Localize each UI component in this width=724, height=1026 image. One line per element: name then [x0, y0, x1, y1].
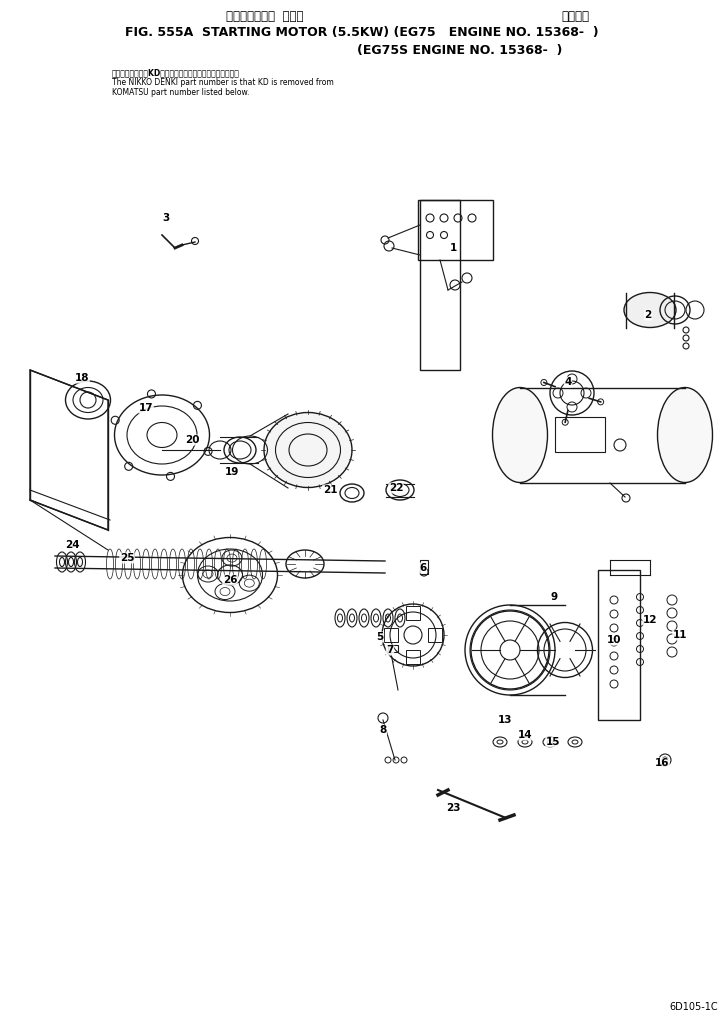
- Text: 14: 14: [518, 731, 532, 740]
- Text: 26: 26: [223, 575, 237, 585]
- Text: 1: 1: [450, 243, 457, 253]
- Text: 17: 17: [139, 403, 153, 413]
- Text: 24: 24: [64, 540, 80, 550]
- Text: 22: 22: [389, 483, 403, 494]
- Text: スターティング  モータ: スターティング モータ: [226, 10, 304, 23]
- Text: 18: 18: [75, 373, 89, 383]
- Text: 20: 20: [185, 435, 199, 445]
- Bar: [428, 628, 442, 642]
- Text: 21: 21: [323, 485, 337, 495]
- Ellipse shape: [624, 292, 676, 327]
- Text: 12: 12: [643, 615, 657, 625]
- Text: 25: 25: [119, 553, 134, 563]
- Text: 11: 11: [673, 630, 687, 640]
- Text: 5: 5: [376, 632, 384, 642]
- Bar: [406, 650, 420, 664]
- Text: (EG75S ENGINE NO. 15368-  ): (EG75S ENGINE NO. 15368- ): [358, 44, 563, 57]
- Bar: [418, 200, 493, 260]
- Text: 15: 15: [546, 737, 560, 747]
- Ellipse shape: [492, 388, 547, 482]
- Text: The NIKKO DENKI part number is that KD is removed from: The NIKKO DENKI part number is that KD i…: [112, 78, 334, 87]
- Text: 4: 4: [564, 377, 572, 387]
- Text: 品番のメーカ型号KDを除いたものが日興電機の品番です。: 品番のメーカ型号KDを除いたものが日興電機の品番です。: [112, 68, 240, 77]
- Text: 3: 3: [162, 213, 169, 223]
- Text: FIG. 555A  STARTING MOTOR (5.5KW) (EG75   ENGINE NO. 15368-  ): FIG. 555A STARTING MOTOR (5.5KW) (EG75 E…: [125, 26, 599, 39]
- Bar: [406, 606, 420, 620]
- Bar: [388, 645, 398, 652]
- Text: 2: 2: [644, 310, 652, 320]
- Bar: [555, 417, 605, 452]
- Text: 6: 6: [419, 563, 426, 573]
- Text: 16: 16: [654, 758, 669, 768]
- Text: 9: 9: [550, 592, 557, 602]
- Bar: [420, 560, 428, 574]
- Text: 23: 23: [446, 803, 460, 813]
- Text: 6D105-1C: 6D105-1C: [670, 1002, 718, 1012]
- Bar: [384, 628, 398, 642]
- Ellipse shape: [657, 388, 712, 482]
- Text: 8: 8: [379, 725, 387, 735]
- Text: 10: 10: [607, 635, 621, 645]
- Text: 13: 13: [498, 715, 513, 725]
- Text: 適用号機: 適用号機: [561, 10, 589, 23]
- Text: 7: 7: [387, 645, 394, 655]
- Text: KOMATSU part number listed below.: KOMATSU part number listed below.: [112, 88, 249, 97]
- Text: 19: 19: [225, 467, 239, 477]
- Ellipse shape: [264, 412, 352, 487]
